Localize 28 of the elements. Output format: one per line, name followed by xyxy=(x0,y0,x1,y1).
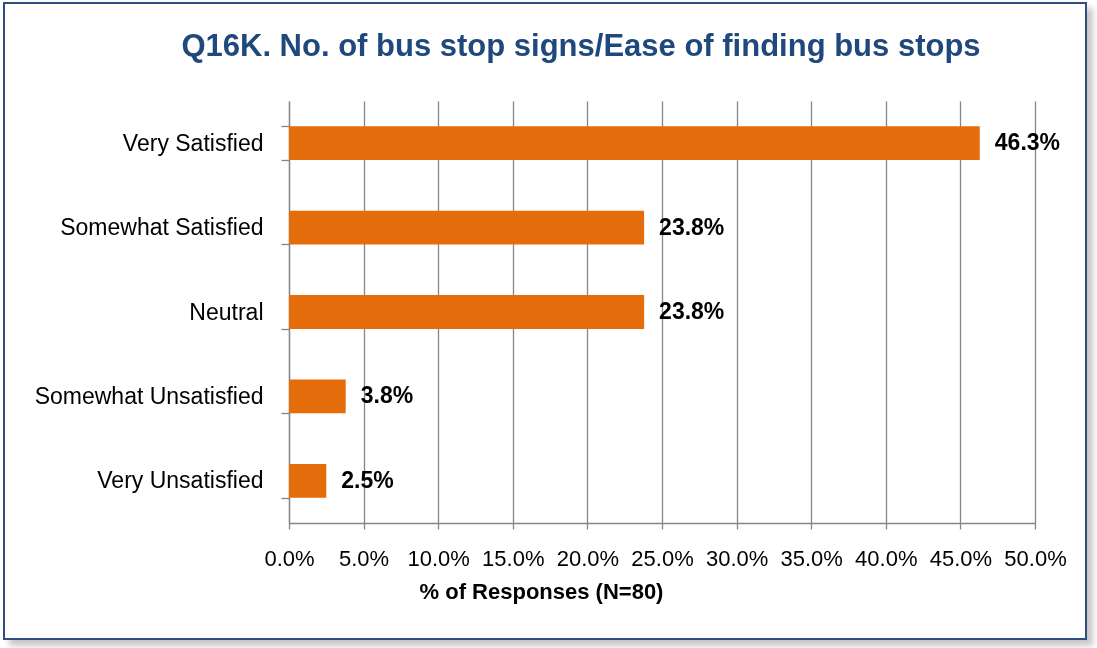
x-tick-label: 25.0% xyxy=(631,545,694,571)
x-tick-label: 15.0% xyxy=(482,545,545,571)
bar xyxy=(289,295,645,329)
x-tick-label: 40.0% xyxy=(855,545,918,571)
x-axis-title: % of Responses (N=80) xyxy=(419,578,664,604)
data-label: 46.3% xyxy=(994,129,1061,156)
x-tick-label: 20.0% xyxy=(556,545,620,571)
y-tick-label: Neutral xyxy=(189,298,264,325)
x-tick-label: 10.0% xyxy=(407,545,470,571)
data-label: 23.8% xyxy=(659,213,725,240)
y-tick-label: Very Unsatisfied xyxy=(97,467,264,494)
x-tick-label: 0.0% xyxy=(264,545,315,571)
y-tick-label: Somewhat Unsatisfied xyxy=(34,382,264,409)
bar xyxy=(289,379,346,414)
data-label: 23.8% xyxy=(659,298,725,324)
y-tick-label: Very Satisfied xyxy=(122,129,264,156)
bar xyxy=(289,210,645,245)
data-label: 2.5% xyxy=(341,466,394,493)
x-tick-label: 35.0% xyxy=(780,545,843,571)
data-label: 3.8% xyxy=(360,382,414,409)
x-tick-label: 5.0% xyxy=(339,545,390,571)
y-tick-label: Somewhat Satisfied xyxy=(60,214,264,241)
x-tick-label: 50.0% xyxy=(1004,545,1067,571)
bar xyxy=(289,126,980,161)
x-tick-label: 45.0% xyxy=(929,545,993,571)
x-tick-label: 30.0% xyxy=(705,545,769,571)
bar xyxy=(289,463,327,498)
chart-title: Q16K. No. of bus stop signs/Ease of finding bus stops xyxy=(181,28,981,63)
